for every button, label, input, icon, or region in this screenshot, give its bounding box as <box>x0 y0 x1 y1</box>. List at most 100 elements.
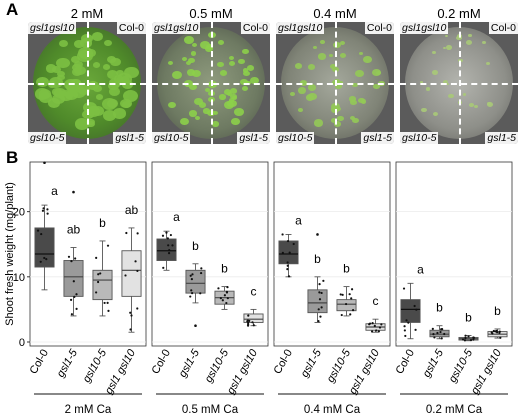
data-point <box>464 336 467 340</box>
seedling <box>317 53 326 60</box>
seedling <box>234 108 244 116</box>
seedling <box>110 57 121 67</box>
data-point <box>40 232 43 236</box>
seedling <box>48 76 63 89</box>
quadrant-divider-horizontal <box>28 83 146 85</box>
data-point <box>99 272 102 275</box>
data-point <box>70 260 73 263</box>
seedling <box>184 36 194 44</box>
data-point <box>463 339 466 342</box>
x-tick-label: gsl10-5 <box>325 347 354 385</box>
data-point <box>286 268 289 271</box>
data-point <box>190 278 193 281</box>
data-point <box>246 320 249 323</box>
data-point <box>371 322 374 325</box>
significance-letter: b <box>99 216 106 230</box>
data-point <box>320 306 323 309</box>
seedling <box>486 61 490 66</box>
data-point <box>189 274 192 277</box>
seedling <box>116 70 124 77</box>
seedling <box>188 110 197 117</box>
seedling <box>108 86 120 96</box>
seedling <box>188 58 195 64</box>
seedling <box>473 104 478 108</box>
data-point <box>472 336 475 339</box>
seedling <box>313 119 323 127</box>
data-point <box>42 207 45 210</box>
data-point <box>414 328 417 331</box>
outlier-point <box>194 324 197 328</box>
data-point <box>248 319 251 323</box>
data-point <box>287 275 291 278</box>
seedling <box>107 69 119 79</box>
data-point <box>41 209 45 212</box>
seedling <box>226 91 233 97</box>
seedling <box>168 101 177 109</box>
panel-a-letter: A <box>6 0 19 19</box>
data-point <box>190 289 193 292</box>
genotype-label-bottom-right: gsl1-5 <box>113 132 146 144</box>
seedling <box>103 39 113 47</box>
significance-letter: b <box>343 262 350 276</box>
box-gsl1-5 <box>307 289 328 314</box>
seedling <box>486 101 494 107</box>
x-tick-label: gsl10-5 <box>447 347 476 385</box>
genotype-label-top-right: Col-0 <box>116 22 146 34</box>
seedling <box>448 93 454 98</box>
data-point <box>221 299 224 302</box>
data-point <box>162 266 165 269</box>
seedling <box>74 40 84 48</box>
seedling <box>355 70 364 78</box>
seedling <box>73 60 83 68</box>
data-point <box>161 234 165 237</box>
seedling <box>320 40 325 44</box>
outlier-point <box>72 190 75 194</box>
seedling <box>247 64 255 71</box>
data-point <box>189 295 192 298</box>
seedling <box>212 121 219 127</box>
significance-letter: a <box>51 184 58 198</box>
x-tick-label: gsl10-5 <box>203 347 232 385</box>
seedling <box>102 64 110 70</box>
x-tick-label: Col-0 <box>272 348 296 377</box>
data-point <box>95 256 98 259</box>
data-point <box>281 251 284 254</box>
data-point <box>402 287 406 290</box>
data-point <box>167 252 171 255</box>
seedling <box>349 115 356 121</box>
seedling <box>86 120 95 128</box>
box-gsl1-gsl10 <box>121 250 142 297</box>
data-point <box>217 287 220 290</box>
seedling <box>229 87 238 94</box>
data-point <box>199 271 203 275</box>
y-axis-label: Shoot fresh weight (mg/plant) <box>4 182 16 326</box>
seedling <box>199 40 211 50</box>
seedling <box>231 118 240 125</box>
quadrant-divider-horizontal <box>400 83 518 85</box>
data-point <box>368 322 372 325</box>
data-point <box>339 293 342 296</box>
data-point <box>467 335 470 338</box>
data-point <box>405 319 408 322</box>
data-point <box>136 307 139 310</box>
data-point <box>464 334 467 337</box>
box-gsl1-5 <box>429 329 450 338</box>
seedling <box>330 118 337 124</box>
data-point <box>415 308 418 311</box>
seedling <box>120 76 130 84</box>
data-point <box>129 311 132 314</box>
seedling <box>290 91 295 96</box>
seedling <box>217 40 225 46</box>
seedling <box>106 99 118 108</box>
seedling <box>468 102 474 107</box>
seedling <box>203 108 210 114</box>
seedling <box>481 40 486 45</box>
quadrant-divider-horizontal <box>152 83 270 85</box>
box-col-0 <box>34 227 55 268</box>
data-point <box>191 292 194 295</box>
data-point <box>319 315 322 318</box>
seedling <box>217 61 224 67</box>
data-point <box>136 269 139 273</box>
seedling <box>56 57 70 69</box>
seedling <box>52 66 61 73</box>
